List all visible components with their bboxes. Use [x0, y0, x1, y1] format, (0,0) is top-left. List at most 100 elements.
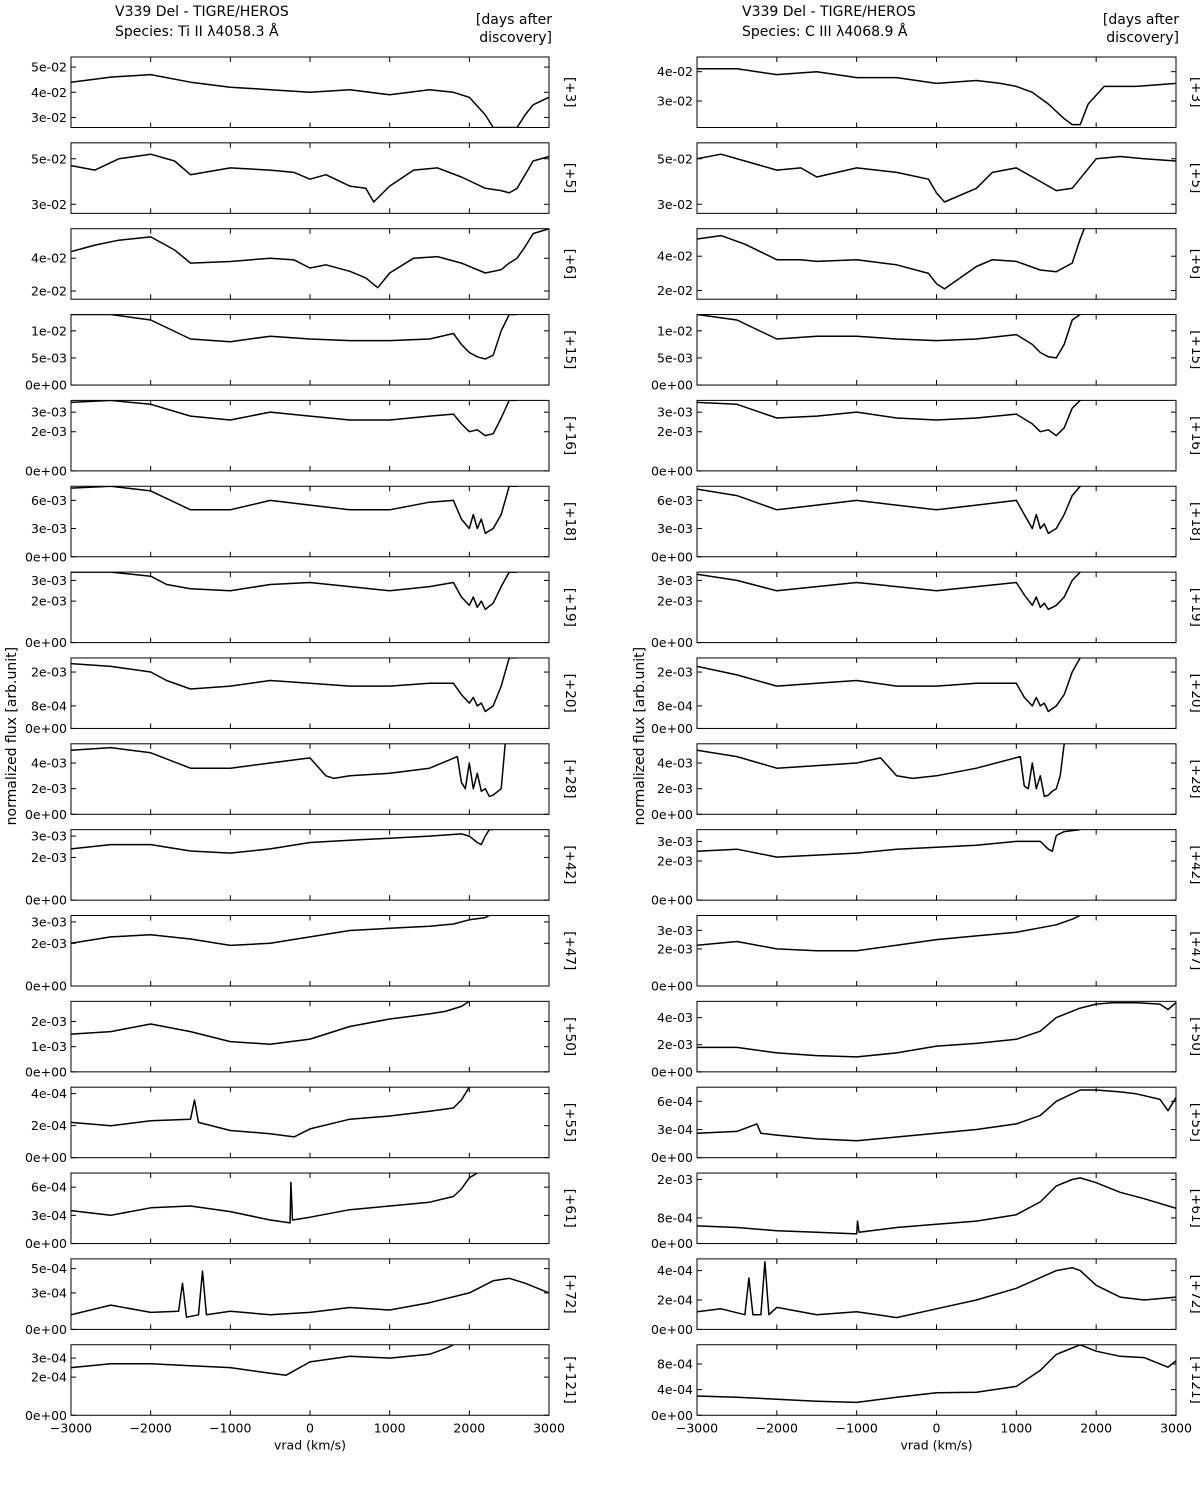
y-tick-label: 4e-02 [31, 251, 67, 266]
epoch-label: [+5] [1188, 163, 1200, 193]
y-tick-label: 3e-04 [657, 1122, 693, 1137]
y-tick-label: 8e-04 [657, 698, 693, 713]
spectrum-line [697, 1177, 1176, 1235]
y-tick-label: 2e-03 [31, 1014, 67, 1029]
panel-frame [696, 314, 1177, 386]
panel-frame [70, 228, 550, 300]
x-tick-label: −2000 [130, 1420, 172, 1435]
panel-epoch-72: 0e+00 3e-04 5e-04 [+72] [25, 1258, 578, 1337]
spectrum-line [697, 68, 1176, 126]
y-tick-label: 0e+00 [651, 1150, 693, 1165]
panel-frame [70, 915, 550, 987]
spectrum-line [697, 400, 1081, 437]
y-tick-label: 3e-04 [31, 1285, 67, 1300]
spectrum-line [71, 73, 549, 128]
panel-epoch-6: 2e-02 4e-02 [+6] [657, 228, 1200, 300]
y-tick-label: 0e+00 [25, 378, 67, 393]
y-tick-label: 4e-04 [657, 1382, 693, 1397]
epoch-label: [+3] [1188, 77, 1200, 107]
panel-frame [70, 1000, 550, 1073]
epoch-label: [+42] [1188, 845, 1200, 884]
x-tick-label: 0 [933, 1420, 941, 1435]
chart-title-line1: V339 Del - TIGRE/HEROS [115, 4, 289, 20]
panel-epoch-55: 0e+00 3e-04 6e-04 [+55] [651, 1086, 1200, 1165]
y-tick-label: 2e-03 [657, 941, 693, 956]
spectrum-line [697, 228, 1085, 290]
spectrum-line [697, 915, 1081, 952]
panel-frame [70, 314, 550, 386]
x-tick-label: 1000 [1000, 1420, 1032, 1435]
y-tick-label: 4e-03 [657, 1010, 693, 1025]
epoch-label: [+6] [562, 249, 578, 279]
epoch-label: [+55] [562, 1103, 578, 1142]
y-tick-label: 4e-04 [31, 1086, 67, 1101]
panel-epoch-15: 0e+00 5e-03 1e-02 [+15] [651, 314, 1200, 393]
y-tick-label: 4e-03 [657, 756, 693, 771]
y-tick-label: 0e+00 [25, 1150, 67, 1165]
y-tick-label: 8e-04 [657, 1356, 693, 1371]
y-tick-label: 1e-02 [657, 323, 693, 338]
spectrum-line [697, 314, 1081, 359]
spectrum-line [71, 1173, 478, 1224]
spectrum-line [71, 314, 518, 360]
epoch-label: [+6] [1188, 249, 1200, 279]
y-tick-label: 0e+00 [25, 721, 67, 736]
panel-frame [696, 1344, 1177, 1416]
panel-frame [696, 56, 1177, 128]
spectrum-line [71, 829, 494, 854]
spectrum-line [697, 1344, 1176, 1404]
panel-frame [696, 1086, 1177, 1159]
epoch-label: [+55] [1188, 1103, 1200, 1142]
panel-frame [70, 1172, 550, 1245]
panel-frame [696, 743, 1177, 815]
x-tick-label: −3000 [676, 1420, 718, 1435]
epoch-label: [+5] [562, 163, 578, 193]
y-tick-label: 2e-04 [657, 1293, 693, 1308]
x-tick-label: 0 [306, 1420, 314, 1435]
y-tick-label: 2e-03 [31, 936, 67, 951]
y-tick-label: 2e-03 [657, 665, 693, 680]
y-tick-label: 0e+00 [651, 1408, 693, 1423]
y-tick-label: 0e+00 [651, 893, 693, 908]
y-tick-label: 4e-04 [657, 1263, 693, 1278]
y-tick-label: 0e+00 [651, 1322, 693, 1337]
panel-epoch-55: 0e+00 2e-04 4e-04 [+55] [25, 1086, 578, 1165]
y-tick-label: 0e+00 [25, 549, 67, 564]
panel-epoch-28: 0e+00 2e-03 4e-03 [+28] [25, 743, 578, 822]
spectrum-line [697, 153, 1176, 203]
y-tick-label: 3e-02 [657, 94, 693, 109]
spectrum-line [71, 657, 518, 713]
panel-epoch-16: 0e+00 2e-03 3e-03 [+16] [25, 399, 578, 478]
epoch-label: [+20] [562, 674, 578, 713]
panel-frame [696, 829, 1177, 901]
y-tick-label: 8e-04 [31, 698, 67, 713]
epoch-label: [+121] [562, 1356, 578, 1404]
y-tick-label: 5e-03 [31, 350, 67, 365]
panel-epoch-47: 0e+00 2e-03 3e-03 [+47] [651, 915, 1200, 994]
panel-epoch-20: 0e+00 8e-04 2e-03 [+20] [651, 657, 1200, 736]
y-tick-label: 3e-04 [31, 1351, 67, 1366]
panel-epoch-5: 3e-02 5e-02 [+5] [31, 142, 578, 214]
y-tick-label: 3e-03 [31, 829, 67, 844]
y-tick-label: 0e+00 [25, 893, 67, 908]
panel-epoch-28: 0e+00 2e-03 4e-03 [+28] [651, 743, 1200, 822]
panel-frame [70, 142, 550, 214]
y-tick-label: 2e-03 [657, 781, 693, 796]
y-axis-label: normalized flux [arb.unit] [632, 647, 648, 825]
y-tick-label: 0e+00 [25, 1322, 67, 1337]
y-tick-label: 0e+00 [25, 807, 67, 822]
y-tick-label: 0e+00 [651, 1064, 693, 1079]
epoch-label: [+72] [1188, 1275, 1200, 1314]
y-tick-label: 6e-04 [31, 1180, 67, 1195]
x-tick-label: −1000 [836, 1420, 878, 1435]
y-tick-label: 3e-03 [657, 573, 693, 588]
panel-frame [696, 915, 1177, 987]
y-tick-label: 2e-03 [31, 594, 67, 609]
y-tick-label: 0e+00 [25, 979, 67, 994]
spectrum-line [71, 1270, 549, 1318]
epoch-label: [+121] [1188, 1356, 1200, 1404]
y-tick-label: 2e-03 [657, 424, 693, 439]
y-tick-label: 5e-02 [657, 151, 693, 166]
panel-frame [70, 1258, 550, 1330]
